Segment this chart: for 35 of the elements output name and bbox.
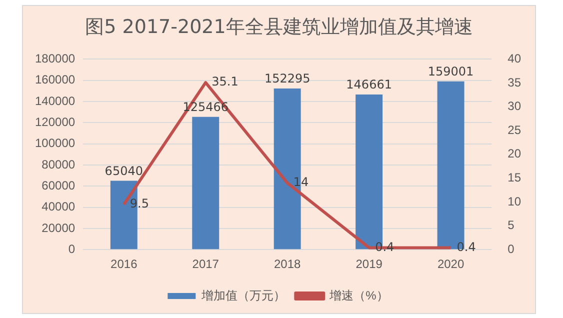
x-tick-label: 2017 [192,257,220,272]
y2-tick-label: 5 [508,218,515,232]
y2-tick-label: 10 [508,194,522,208]
data-label: 159001 [428,64,474,79]
legend-label: 增加值（万元） [200,288,286,302]
x-tick-label: 2020 [437,257,464,272]
data-label: 146661 [346,78,392,92]
y2-tick-label: 20 [508,146,522,161]
legend-label: 增速（%） [328,288,388,302]
y-tick-label: 0 [68,242,76,256]
y2-tick-label: 35 [508,75,522,90]
y-tick-label: 100000 [34,136,76,150]
y2-tick-label: 30 [508,99,522,114]
x-tick-label: 2016 [110,257,138,272]
data-label: 35.1 [212,74,238,89]
y-tick-label: 160000 [34,72,76,87]
data-label: 152295 [264,72,310,86]
data-label: 0.4 [375,240,394,254]
y2-tick-label: 40 [508,52,522,66]
y-tick-label: 180000 [34,52,76,66]
data-label: 0.4 [456,240,476,254]
x-tick-label: 2019 [356,257,383,272]
data-label: 65040 [104,164,143,178]
y2-tick-label: 0 [508,242,515,256]
chart-title: 图5 2017-2021年全县建筑业增加值及其增速 [84,15,474,40]
y-tick-label: 60000 [42,178,76,192]
y2-tick-label: 15 [508,170,522,185]
y-tick-label: 20000 [42,220,76,235]
bar [192,116,220,250]
y-tick-label: 80000 [42,157,76,172]
y-tick-label: 140000 [34,94,76,108]
x-tick-label: 2018 [274,257,302,272]
y-tick-label: 40000 [42,200,76,214]
y-tick-label: 120000 [34,114,76,129]
y2-tick-label: 25 [508,122,522,137]
